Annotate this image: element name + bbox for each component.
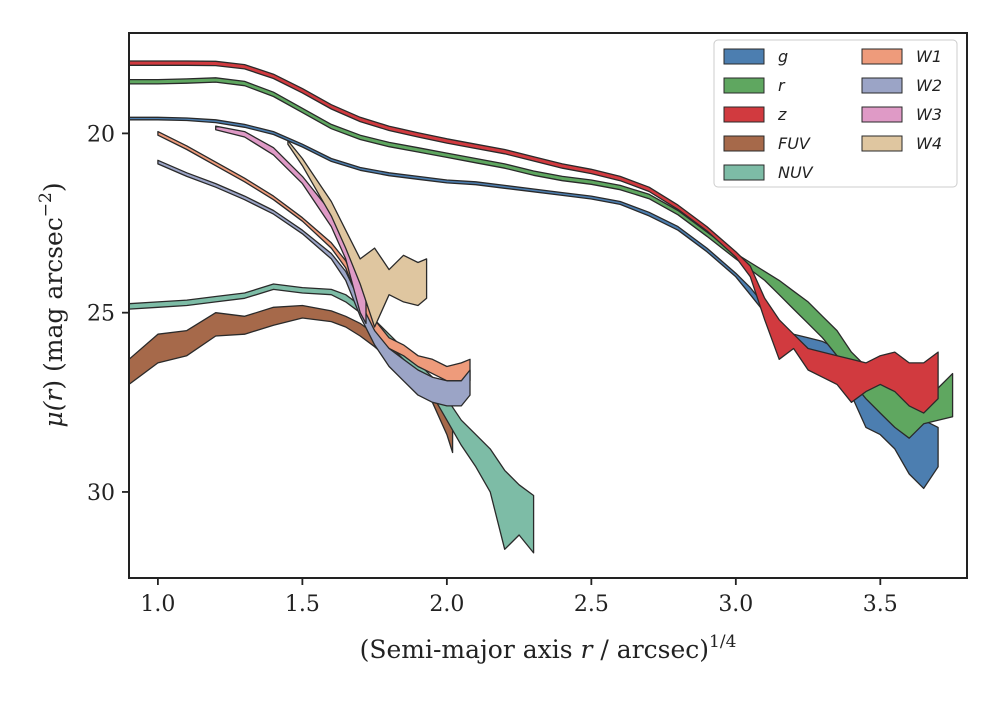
legend-item-g: g	[723, 47, 788, 66]
x-axis: 1.0 1.5 2.0 2.5 3.0 3.5	[140, 578, 898, 617]
x-tick-label: 3.5	[863, 592, 898, 617]
series-bands	[129, 60, 954, 554]
legend-swatch	[861, 135, 903, 152]
legend-label: FUV	[778, 134, 811, 153]
y-tick-label: 30	[87, 481, 115, 506]
legend-swatch	[861, 48, 903, 65]
legend-swatch	[723, 77, 765, 94]
band-z	[129, 60, 939, 414]
x-tick-label: 1.0	[140, 592, 175, 617]
legend-swatch	[723, 135, 765, 152]
legend: grz FUV NUV W1 W2 W3 W4	[713, 39, 958, 188]
legend-item-fuv: FUV	[723, 134, 811, 153]
plot-area-frame	[128, 32, 968, 579]
band-g	[129, 116, 939, 490]
legend-swatch	[861, 106, 903, 123]
legend-swatch	[723, 48, 765, 65]
legend-item-w3: W3	[861, 105, 942, 124]
legend-label: g	[778, 47, 788, 66]
band-nuv	[129, 283, 535, 554]
legend-label: W3	[916, 105, 942, 124]
legend-swatch	[861, 77, 903, 94]
legend-label: W1	[916, 47, 942, 66]
x-tick-label: 2.5	[574, 592, 609, 617]
legend-item-z: z	[723, 105, 787, 124]
band-w4	[287, 139, 428, 328]
band-w2	[157, 159, 471, 407]
y-axis: 20 25 30	[87, 122, 129, 506]
legend-label: z	[777, 105, 787, 124]
y-tick-label: 25	[87, 302, 115, 327]
legend-label: r	[778, 76, 786, 95]
legend-swatch	[723, 164, 765, 181]
legend-label: W4	[916, 134, 942, 153]
legend-item-w1: W1	[861, 47, 942, 66]
legend-label: NUV	[778, 163, 814, 182]
legend-swatch	[723, 106, 765, 123]
band-fuv	[129, 304, 454, 454]
legend-label: W2	[916, 76, 942, 95]
x-tick-label: 3.0	[718, 592, 753, 617]
legend-item-w4: W4	[861, 134, 942, 153]
legend-item-nuv: NUV	[723, 163, 814, 182]
legend-item-w2: W2	[861, 76, 942, 95]
x-tick-label: 1.5	[285, 592, 320, 617]
x-axis-label: (Semi-major axis r / arcsec)1/4	[360, 632, 737, 664]
x-tick-label: 2.0	[429, 592, 464, 617]
band-r	[129, 77, 954, 439]
y-tick-label: 20	[87, 122, 115, 147]
legend-item-r: r	[723, 76, 786, 95]
y-axis-label: μ(r) (mag arcsec−2)	[36, 182, 68, 427]
